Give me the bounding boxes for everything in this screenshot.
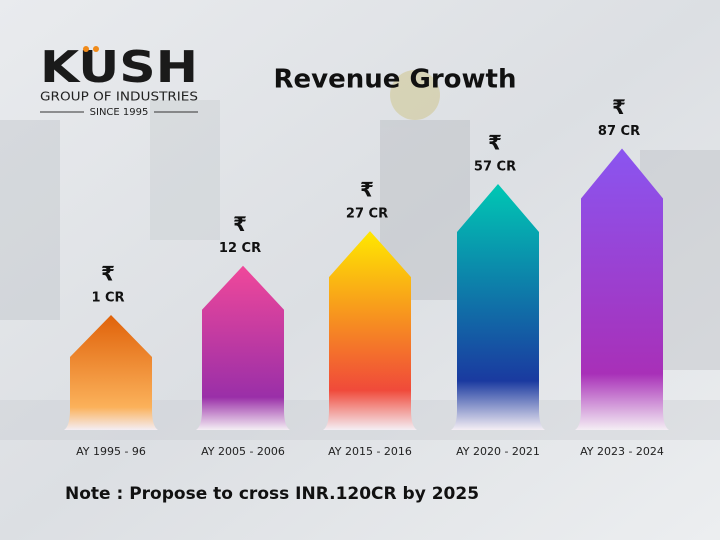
currency-symbol: ₹: [488, 131, 502, 155]
value-label: 87 CR: [598, 124, 640, 139]
chart-title: Revenue Growth: [274, 65, 517, 95]
logo-tagline: GROUP OF INDUSTRIES: [40, 90, 198, 104]
value-label: 12 CR: [219, 241, 261, 256]
currency-symbol: ₹: [612, 95, 626, 119]
bar: [64, 315, 158, 430]
x-tick-label: AY 2023 - 2024: [580, 445, 664, 458]
note: Note : Propose to cross INR.120CR by 202…: [65, 484, 479, 504]
logo-dot: [93, 46, 99, 52]
logo-dot: [83, 46, 89, 52]
x-tick-label: AY 2015 - 2016: [328, 445, 412, 458]
value-label: 57 CR: [474, 160, 516, 175]
value-label: 1 CR: [91, 291, 124, 306]
x-tick-label: AY 2005 - 2006: [201, 445, 285, 458]
bar: [196, 265, 290, 430]
bar: [575, 148, 669, 430]
currency-symbol: ₹: [360, 178, 374, 202]
currency-symbol: ₹: [233, 212, 247, 236]
value-label: 27 CR: [346, 207, 388, 222]
x-tick-label: AY 2020 - 2021: [456, 445, 540, 458]
currency-symbol: ₹: [101, 262, 115, 286]
bar: [323, 231, 417, 430]
x-tick-label: AY 1995 - 96: [76, 445, 146, 458]
bar: [451, 184, 545, 430]
logo-since: SINCE 1995: [90, 107, 149, 118]
logo-name: KUSH: [40, 42, 198, 93]
